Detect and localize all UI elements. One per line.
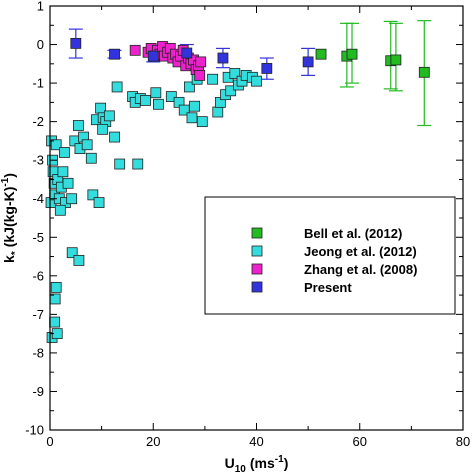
data-point bbox=[186, 112, 198, 124]
data-point bbox=[97, 123, 109, 135]
data-point bbox=[196, 116, 208, 128]
data-point bbox=[50, 139, 62, 151]
data-point bbox=[153, 98, 164, 110]
data-point bbox=[217, 52, 229, 64]
y-tick-label: -1 bbox=[32, 76, 44, 91]
data-point bbox=[66, 247, 78, 259]
y-tick-label: -2 bbox=[32, 114, 44, 129]
y-tick-label: -4 bbox=[32, 191, 44, 206]
data-point bbox=[315, 48, 327, 60]
x-axis-title-unit: (ms bbox=[250, 455, 275, 471]
legend-label: Bell et al. (2012) bbox=[304, 226, 402, 241]
y-tick-label: 1 bbox=[37, 0, 44, 14]
legend-swatch bbox=[251, 263, 263, 275]
y-axis-title-unit: (kJ(kg-K) bbox=[1, 187, 17, 248]
data-point bbox=[129, 44, 141, 56]
data-point bbox=[140, 95, 151, 106]
y-axis-title: k* (kJ(kg-K)-1) bbox=[0, 173, 21, 263]
y-tick-label: -5 bbox=[32, 230, 44, 245]
x-tick-label: 80 bbox=[456, 434, 470, 449]
y-tick-label: 0 bbox=[37, 37, 44, 52]
data-point bbox=[54, 204, 66, 216]
data-point bbox=[212, 106, 224, 118]
y-tick-label: -8 bbox=[32, 345, 44, 360]
ticks-layer: 0 20 40 60 80 1 0 -1 -2 -3 -4 -5 -6 -7 -8 -9 -10 bbox=[25, 0, 470, 449]
x-axis-title-sub: 10 bbox=[235, 464, 247, 475]
data-point bbox=[261, 63, 273, 74]
data-point bbox=[70, 37, 82, 49]
legend-label: Zhang et al. (2008) bbox=[304, 262, 417, 277]
x-tick-label: 20 bbox=[146, 434, 160, 449]
y-axis-title-sub: * bbox=[10, 251, 21, 255]
legend: Bell et al. (2012) Jeong et al. (2012) Zha… bbox=[204, 196, 456, 315]
data-point bbox=[147, 50, 159, 62]
x-axis-title-main: U bbox=[225, 455, 235, 471]
data-point bbox=[66, 193, 78, 205]
data-point bbox=[132, 158, 144, 170]
data-point bbox=[103, 110, 115, 122]
y-tick-label: -10 bbox=[25, 423, 44, 438]
legend-swatch bbox=[251, 281, 263, 293]
data-point bbox=[207, 73, 219, 85]
data-point bbox=[225, 85, 237, 97]
data-point bbox=[181, 47, 193, 59]
x-tick-label: 60 bbox=[353, 434, 367, 449]
data-point bbox=[62, 177, 74, 189]
legend-label: Jeong et al. (2012) bbox=[304, 244, 417, 259]
data-point bbox=[50, 281, 62, 293]
x-tick-label: 0 bbox=[46, 434, 53, 449]
data-point bbox=[114, 158, 126, 170]
data-point bbox=[346, 48, 358, 60]
x-axis-title-close: ) bbox=[284, 455, 289, 471]
y-tick-label: -6 bbox=[32, 268, 44, 283]
y-tick-label: -3 bbox=[32, 153, 44, 168]
y-axis-title-close: ) bbox=[1, 173, 17, 178]
y-axis-title-unit-sup: -1 bbox=[0, 177, 11, 186]
data-point bbox=[109, 131, 120, 143]
legend-box bbox=[204, 196, 456, 315]
legend-label: Present bbox=[304, 280, 352, 295]
data-point bbox=[73, 254, 85, 266]
data-point bbox=[93, 197, 105, 208]
data-point bbox=[189, 100, 200, 112]
data-point bbox=[183, 81, 195, 93]
data-point bbox=[87, 189, 99, 201]
data-point bbox=[57, 166, 69, 178]
data-point bbox=[81, 139, 93, 151]
data-point bbox=[49, 316, 61, 328]
data-point bbox=[165, 91, 177, 102]
data-point bbox=[251, 75, 262, 87]
y-axis-title-main: k bbox=[1, 255, 17, 263]
data-point bbox=[109, 48, 120, 60]
x-axis-title-unit-sup: -1 bbox=[275, 454, 284, 465]
legend-swatch bbox=[251, 227, 263, 239]
data-point bbox=[150, 87, 162, 99]
data-point bbox=[194, 69, 206, 81]
data-point bbox=[59, 147, 70, 158]
x-axis-title: U10 (ms-1) bbox=[225, 454, 289, 475]
legend-swatch bbox=[251, 245, 263, 257]
data-point bbox=[195, 56, 207, 68]
y-tick-label: -9 bbox=[32, 384, 44, 399]
y-tick-label: -7 bbox=[32, 307, 44, 322]
data-point bbox=[302, 56, 314, 68]
x-tick-label: 40 bbox=[249, 434, 263, 449]
data-point bbox=[111, 81, 123, 93]
data-point bbox=[229, 68, 241, 79]
data-point bbox=[85, 152, 97, 164]
data-point bbox=[72, 120, 84, 131]
data-point bbox=[390, 54, 402, 66]
data-point bbox=[418, 66, 430, 78]
